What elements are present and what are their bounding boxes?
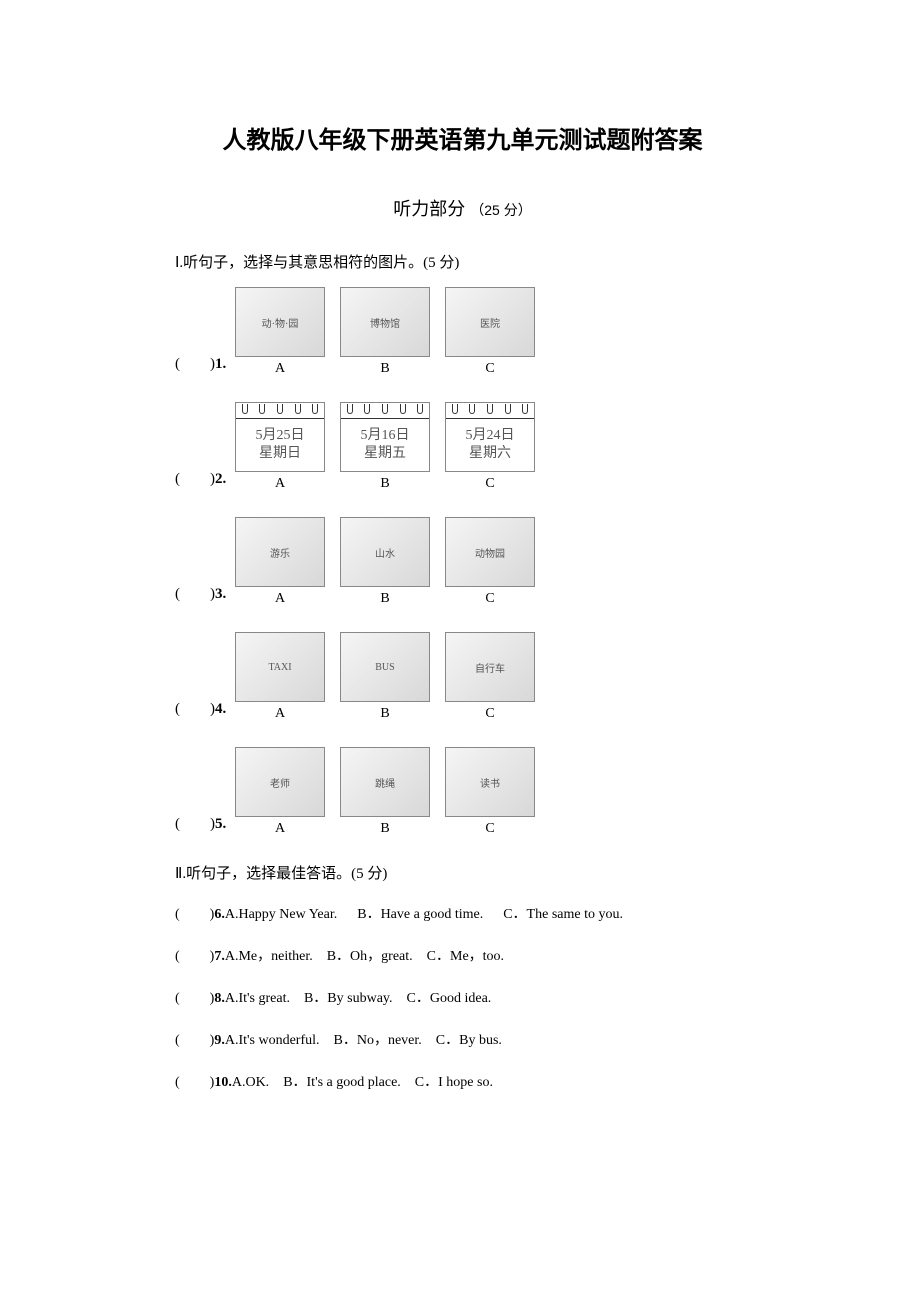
bicycle-icon: 自行车 xyxy=(445,632,535,702)
calendar-day: 星期五 xyxy=(364,445,406,463)
calendar-date: 5月25日 xyxy=(256,427,305,445)
question-number: ()3. xyxy=(175,586,235,607)
option-a: 老师 A xyxy=(235,747,325,837)
part1-instruction: Ⅰ.听句子，选择与其意思相符的图片。(5 分) xyxy=(175,251,750,272)
option-label: C xyxy=(485,821,494,837)
image-options: TAXI A BUS B 自行车 C xyxy=(235,632,535,722)
option-label: B xyxy=(380,361,389,377)
jump-rope-icon: 跳绳 xyxy=(340,747,430,817)
calendar-day: 星期日 xyxy=(259,445,301,463)
taxi-icon: TAXI xyxy=(235,632,325,702)
option-label: C xyxy=(485,706,494,722)
calendar-icon: 5月24日 星期六 xyxy=(445,402,535,472)
calendar-date: 5月24日 xyxy=(466,427,515,445)
option-c: 医院 C xyxy=(445,287,535,377)
amusement-park-icon: 游乐 xyxy=(235,517,325,587)
image-options: 老师 A 跳绳 B 读书 C xyxy=(235,747,535,837)
option-label: A xyxy=(275,821,285,837)
option-label: A xyxy=(275,706,285,722)
hospital-icon: 医院 xyxy=(445,287,535,357)
option-label: C xyxy=(485,361,494,377)
text-question: ()6.A.Happy New Year.B．Have a good time.… xyxy=(175,903,750,923)
text-question: ()7.A.Me，neither. B．Oh，great. C．Me，too. xyxy=(175,945,750,965)
option-c: 动物园 C xyxy=(445,517,535,607)
option-label: A xyxy=(275,361,285,377)
section-header: 听力部分 （25 分） xyxy=(175,195,750,221)
option-c: 自行车 C xyxy=(445,632,535,722)
question-row: ()2. 5月25日 星期日 A 5月16日 星期五 B xyxy=(175,402,750,492)
text-question: ()10.A.OK. B．It's a good place. C．I hope… xyxy=(175,1071,750,1091)
option-label: B xyxy=(380,706,389,722)
bus-icon: BUS xyxy=(340,632,430,702)
section-name: 听力部分 xyxy=(393,199,465,219)
image-options: 游乐 A 山水 B 动物园 C xyxy=(235,517,535,607)
part2-instruction: Ⅱ.听句子，选择最佳答语。(5 分) xyxy=(175,862,750,883)
option-b: 跳绳 B xyxy=(340,747,430,837)
question-row: ()5. 老师 A 跳绳 B 读书 C xyxy=(175,747,750,837)
option-c: 5月24日 星期六 C xyxy=(445,402,535,492)
option-label: C xyxy=(485,476,494,492)
option-label: A xyxy=(275,591,285,607)
page-title: 人教版八年级下册英语第九单元测试题附答案 xyxy=(175,120,750,155)
calendar-icon: 5月16日 星期五 xyxy=(340,402,430,472)
option-label: B xyxy=(380,591,389,607)
reading-icon: 读书 xyxy=(445,747,535,817)
calendar-day: 星期六 xyxy=(469,445,511,463)
option-b: 5月16日 星期五 B xyxy=(340,402,430,492)
zoo-scene-icon: 动物园 xyxy=(445,517,535,587)
mountain-icon: 山水 xyxy=(340,517,430,587)
text-questions: ()6.A.Happy New Year.B．Have a good time.… xyxy=(175,903,750,1091)
option-label: C xyxy=(485,591,494,607)
question-number: ()2. xyxy=(175,471,235,492)
text-question: ()8.A.It's great. B．By subway. C．Good id… xyxy=(175,987,750,1007)
museum-icon: 博物馆 xyxy=(340,287,430,357)
option-b: BUS B xyxy=(340,632,430,722)
section-points: （25 分） xyxy=(470,202,531,218)
calendar-date: 5月16日 xyxy=(361,427,410,445)
question-number: ()1. xyxy=(175,356,235,377)
question-number: ()5. xyxy=(175,816,235,837)
zoo-gate-icon: 动·物·园 xyxy=(235,287,325,357)
option-label: B xyxy=(380,821,389,837)
image-options: 动·物·园 A 博物馆 B 医院 C xyxy=(235,287,535,377)
option-a: TAXI A xyxy=(235,632,325,722)
calendar-icon: 5月25日 星期日 xyxy=(235,402,325,472)
question-row: ()4. TAXI A BUS B 自行车 C xyxy=(175,632,750,722)
question-row: ()3. 游乐 A 山水 B 动物园 C xyxy=(175,517,750,607)
option-label: A xyxy=(275,476,285,492)
question-row: ()1. 动·物·园 A 博物馆 B 医院 C xyxy=(175,287,750,377)
option-b: 博物馆 B xyxy=(340,287,430,377)
text-question: ()9.A.It's wonderful. B．No，never. C．By b… xyxy=(175,1029,750,1049)
option-label: B xyxy=(380,476,389,492)
question-number: ()4. xyxy=(175,701,235,722)
option-b: 山水 B xyxy=(340,517,430,607)
teacher-icon: 老师 xyxy=(235,747,325,817)
option-a: 游乐 A xyxy=(235,517,325,607)
option-c: 读书 C xyxy=(445,747,535,837)
option-a: 5月25日 星期日 A xyxy=(235,402,325,492)
image-options: 5月25日 星期日 A 5月16日 星期五 B 5月24日 星期六 xyxy=(235,402,535,492)
option-a: 动·物·园 A xyxy=(235,287,325,377)
